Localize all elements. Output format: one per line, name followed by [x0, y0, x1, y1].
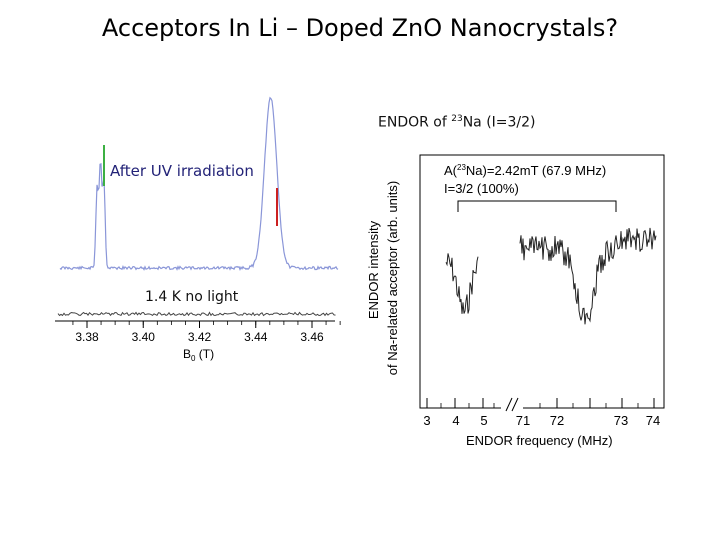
annotation-after-uv: After UV irradiation	[110, 162, 254, 180]
endor-axis-break-1	[505, 397, 513, 412]
endor-ylabel-1: ENDOR intensity	[366, 220, 381, 319]
epr-upper-trace	[59, 96, 339, 271]
epr-tick-label: 3.46	[300, 330, 324, 344]
annotation-no-light-bg	[142, 284, 242, 306]
endor-inset-line1: A(23Na)=2.42mT (67.9 MHz)	[444, 163, 606, 178]
endor-ticks	[426, 398, 655, 408]
endor-axis-break-2	[511, 397, 519, 412]
endor-caption-prefix: ENDOR of	[378, 114, 452, 131]
endor-caption: ENDOR of 23Na (I=3/2)	[378, 114, 536, 131]
epr-lower-trace	[57, 311, 336, 317]
epr-tick-label: 3.38	[75, 330, 99, 344]
endor-tick-label: 74	[646, 413, 660, 428]
endor-axis-break-gap	[501, 400, 523, 410]
slide-title: Acceptors In Li – Doped ZnO Nanocrystals…	[101, 14, 619, 42]
endor-tick-labels: 3 4 5 71 72 73 74	[423, 413, 660, 428]
endor-frame	[419, 154, 665, 409]
epr-tick-label: 3.40	[132, 330, 156, 344]
endor-trace-high	[519, 227, 657, 325]
annotation-no-light: 1.4 K no light	[145, 289, 239, 305]
epr-tick-label: 3.44	[244, 330, 268, 344]
endor-chart: 3 4 5 71 72 73 74 ENDOR frequency (MHz) ENDOR …	[366, 154, 665, 448]
epr-xlabel: B0 (T)	[183, 347, 214, 363]
endor-tick-label: 73	[614, 413, 628, 428]
endor-trace-low	[445, 253, 479, 314]
endor-caption-suffix: Na (I=3/2)	[462, 114, 536, 131]
endor-tick-label: 4	[452, 413, 459, 428]
epr-spectrum-chart: 3.38 3.40 3.42 3.44 3.46 B0 (T) After UV irr…	[55, 96, 341, 363]
epr-ticks	[72, 321, 341, 328]
epr-tick-label: 3.42	[188, 330, 212, 344]
epr-tick-labels: 3.38 3.40 3.42 3.44 3.46	[75, 330, 324, 344]
endor-ylabel-2: of Na-related acceptor (arb. units)	[385, 181, 400, 375]
endor-inset-line2: I=3/2 (100%)	[444, 181, 519, 196]
endor-xlabel: ENDOR frequency (MHz)	[466, 433, 613, 448]
endor-tick-label: 72	[550, 413, 564, 428]
endor-caption-mass: 23	[451, 114, 463, 124]
endor-tick-label: 71	[516, 413, 530, 428]
endor-bracket	[457, 200, 617, 212]
endor-tick-label: 5	[480, 413, 487, 428]
endor-tick-label: 3	[423, 413, 430, 428]
